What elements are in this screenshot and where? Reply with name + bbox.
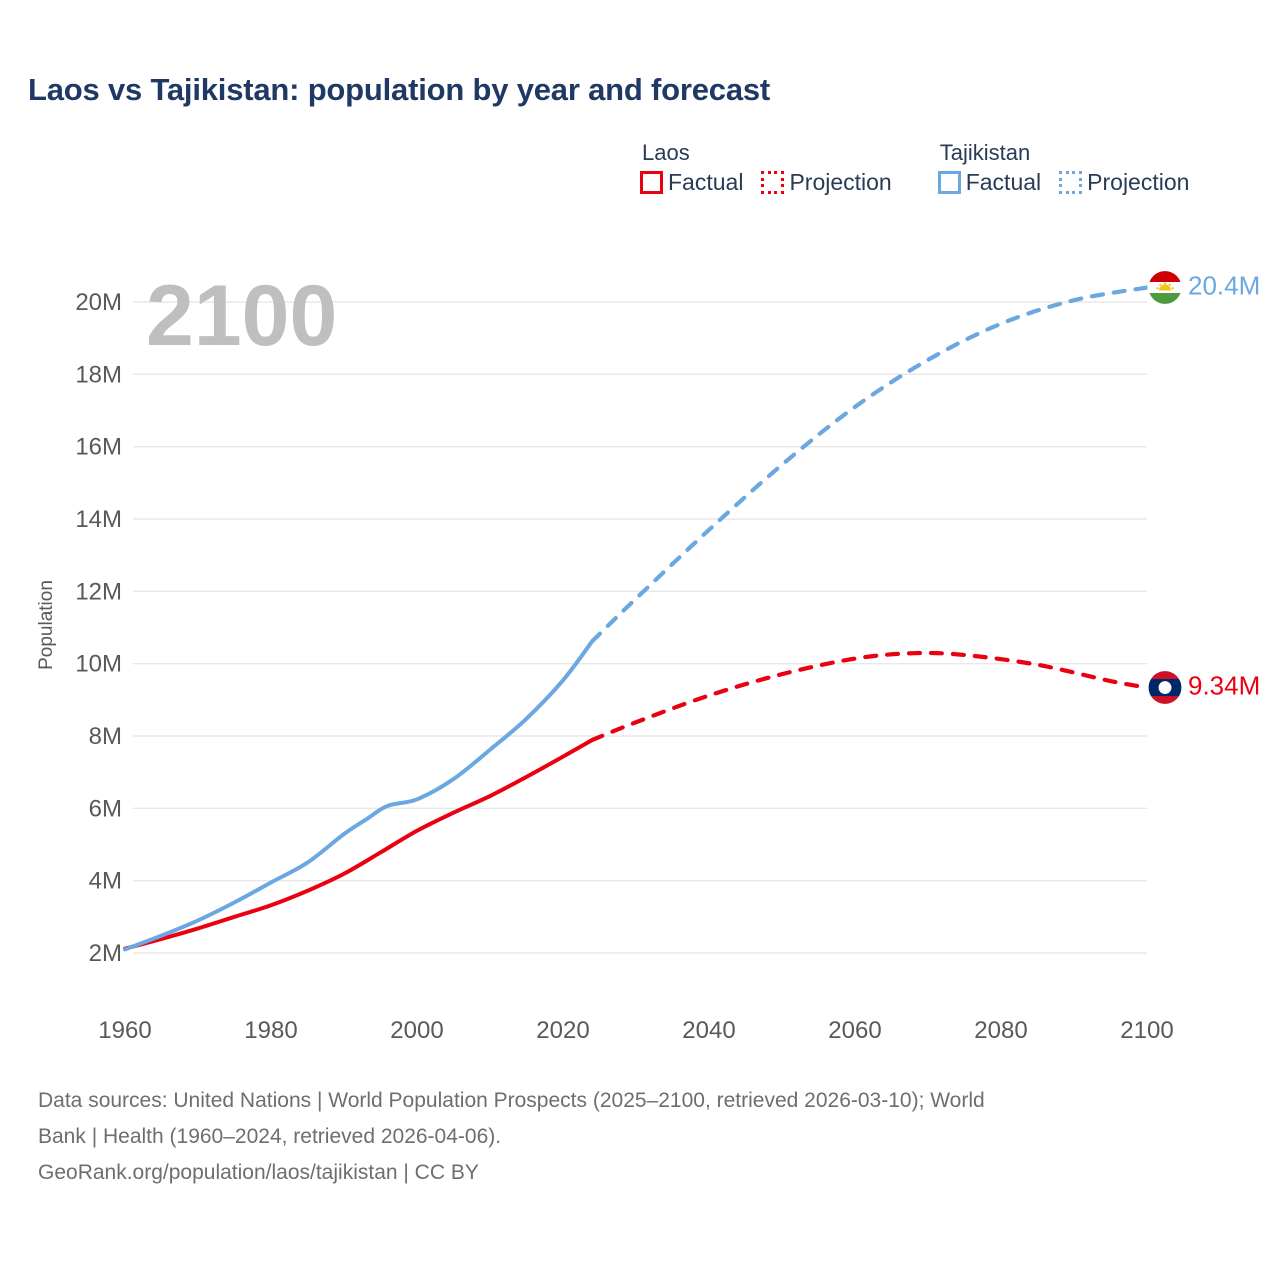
legend-group-title-laos: Laos: [642, 140, 690, 165]
x-tick-label: 2060: [828, 1017, 881, 1044]
y-tick-label: 6M: [89, 795, 122, 822]
y-tick-label: 18M: [75, 361, 122, 388]
x-tick-label: 2040: [682, 1017, 735, 1044]
y-axis-tick-labels: 2M 4M 6M 8M 10M 12M 14M 16M 18M 20M: [75, 289, 122, 967]
y-tick-label: 16M: [75, 434, 122, 461]
x-tick-label: 2100: [1120, 1017, 1173, 1044]
x-axis-tick-labels: 1960 1980 2000 2020 2040 2060 2080 2100: [98, 1017, 1173, 1044]
x-tick-label: 2080: [974, 1017, 1027, 1044]
legend-item-laos-factual[interactable]: Factual: [640, 171, 743, 194]
series-paths: [123, 285, 1150, 952]
chart-legend: Laos Factual Projection Tajikistan Factu…: [640, 142, 1189, 194]
legend-swatch-solid-icon: [937, 171, 961, 194]
legend-items-laos: Factual Projection: [640, 171, 892, 194]
y-tick-label: 12M: [75, 578, 122, 605]
legend-items-tajikistan: Factual Projection: [937, 169, 1189, 195]
legend-group-title-tajikistan: Tajikistan: [939, 140, 1031, 165]
legend-label-tajikistan-factual: Factual: [965, 169, 1042, 195]
footer-attribution: GeoRank.org/population/laos/tajikistan |…: [38, 1161, 479, 1185]
tajikistan-flag-icon: [1147, 269, 1183, 306]
series-line-projection-laos: [590, 650, 1150, 743]
end-value-label-laos: 9.34M: [1188, 670, 1260, 700]
legend-label-laos-projection: Projection: [789, 169, 892, 195]
footer-sources-line-1: Data sources: United Nations | World Pop…: [38, 1089, 985, 1112]
page-title: Laos vs Tajikistan: population by year a…: [28, 72, 771, 107]
gridlines: [133, 301, 1147, 954]
legend-group-laos: Laos Factual Projection: [640, 142, 892, 194]
x-tick-label: 1960: [98, 1017, 151, 1044]
year-watermark: 2100: [146, 268, 337, 364]
footer: Data sources: United Nations | World Pop…: [38, 1084, 1248, 1190]
legend-label-tajikistan-projection: Projection: [1087, 169, 1190, 195]
legend-item-tajikistan-factual[interactable]: Factual: [937, 169, 1042, 195]
legend-group-tajikistan: Tajikistan Factual Projection: [937, 140, 1189, 195]
legend-label-laos-factual: Factual: [668, 169, 744, 195]
legend-swatch-dotted-icon: [761, 171, 785, 194]
y-tick-label: 8M: [89, 723, 122, 750]
legend-item-tajikistan-projection[interactable]: Projection: [1059, 171, 1189, 194]
y-tick-label: 10M: [75, 651, 122, 678]
series-line-factual-laos: [123, 737, 595, 951]
x-tick-label: 1980: [244, 1017, 297, 1044]
y-axis-title: Population: [36, 580, 57, 670]
series-line-factual-tajikistan: [123, 639, 595, 952]
y-tick-label: 2M: [89, 940, 122, 967]
y-tick-label: 14M: [75, 506, 122, 533]
legend-swatch-solid-icon: [640, 171, 663, 194]
legend-swatch-dotted-icon: [1059, 171, 1083, 194]
series-line-projection-tajikistan: [590, 285, 1150, 644]
y-tick-label: 20M: [75, 289, 122, 316]
legend-item-laos-projection[interactable]: Projection: [761, 169, 892, 195]
y-tick-label: 4M: [89, 868, 122, 895]
end-value-label-tajikistan: 20.4M: [1188, 270, 1260, 300]
x-tick-label: 2020: [536, 1017, 589, 1044]
footer-sources-line-2: Bank | Health (1960–2024, retrieved 2026…: [38, 1125, 502, 1149]
x-tick-label: 2000: [390, 1017, 443, 1044]
series-endpoints: 9.34M 20.4M: [1147, 269, 1260, 706]
laos-flag-icon: [1147, 669, 1183, 706]
